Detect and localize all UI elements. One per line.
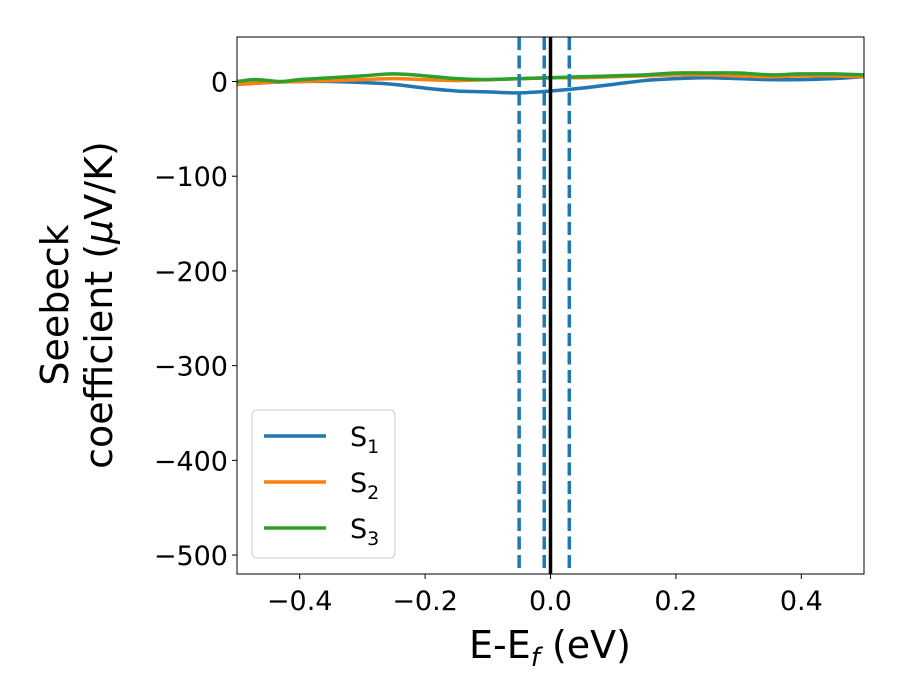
x-tick-label: −0.4 (267, 586, 333, 617)
legend-label-s1: S1 (350, 422, 379, 458)
legend: S1 S2 S3 (251, 409, 396, 559)
x-tick-label: 0.2 (654, 586, 697, 617)
y-axis-label-line2: coefficient (μV/K) (77, 141, 121, 469)
x-tick-label: 0.0 (529, 586, 572, 617)
series-line-s3 (237, 71, 864, 84)
y-tick-label: −400 (154, 446, 228, 477)
legend-label-s3: S3 (350, 514, 379, 550)
x-axis-ticks: −0.4 −0.2 0.0 0.2 0.4 (267, 574, 823, 617)
y-axis-ticks: 0 −100 −200 −300 −400 −500 (154, 68, 237, 572)
y-tick-label: −500 (154, 541, 228, 572)
x-axis-label: E-Ef (eV) (469, 623, 631, 673)
y-tick-label: 0 (211, 68, 228, 99)
y-tick-label: −300 (154, 352, 228, 383)
plot-area (236, 36, 865, 575)
x-tick-label: −0.2 (392, 586, 458, 617)
y-tick-label: −200 (154, 257, 228, 288)
x-tick-label: 0.4 (780, 586, 823, 617)
legend-label-s2: S2 (350, 468, 379, 504)
y-tick-label: −100 (154, 162, 228, 193)
y-axis-label-line1: Seebeck (33, 224, 77, 385)
legend-frame (251, 409, 396, 559)
